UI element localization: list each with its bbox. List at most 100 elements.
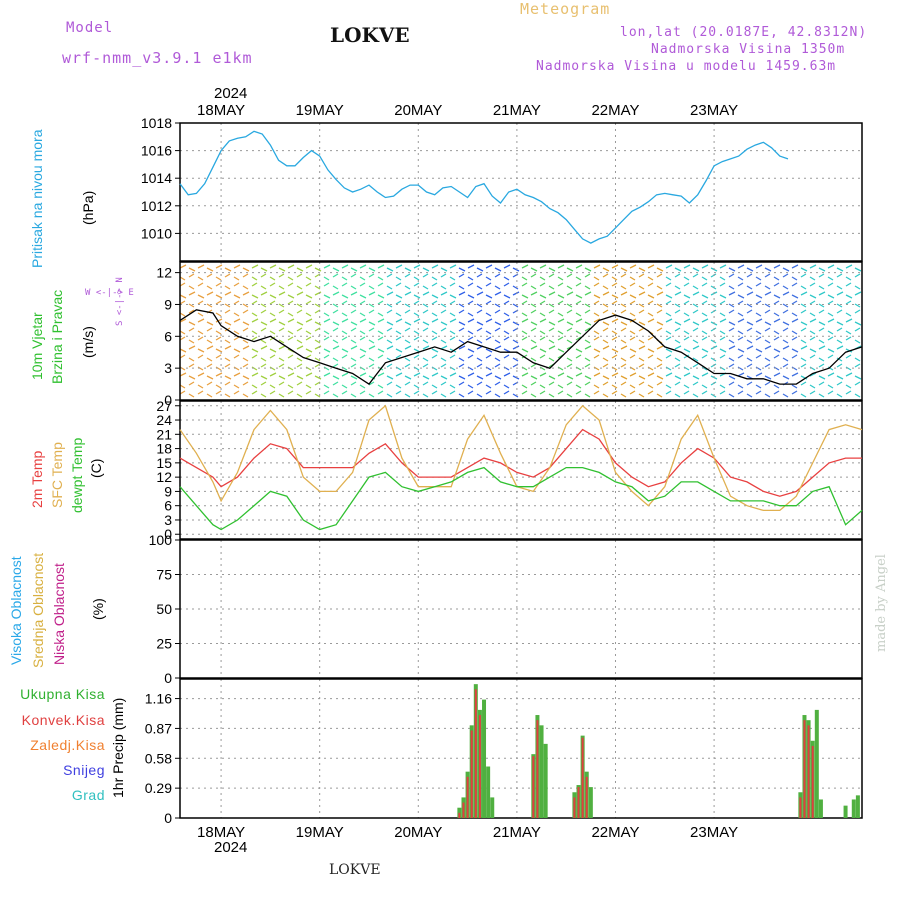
wind-barb xyxy=(719,312,726,317)
wind-barb xyxy=(215,282,222,287)
wind-barb xyxy=(413,264,421,269)
wind-barb xyxy=(503,300,510,305)
wind-barb xyxy=(233,336,240,341)
wind-barb xyxy=(431,312,438,317)
wind-barb xyxy=(710,327,717,332)
wind-barb xyxy=(431,336,438,341)
wind-barb xyxy=(575,336,582,341)
wind-barb xyxy=(458,381,465,386)
wind-barb xyxy=(377,348,385,353)
wind-barb xyxy=(350,345,358,350)
wind-barb xyxy=(539,318,547,323)
wind-barb xyxy=(557,330,564,335)
wind-barb xyxy=(413,282,420,287)
wind-barb xyxy=(800,273,807,278)
wind-barb xyxy=(494,285,501,290)
wind-barb xyxy=(413,372,421,377)
wind-barb xyxy=(494,327,501,332)
wind-barb xyxy=(701,330,708,335)
wind-barb xyxy=(782,363,789,368)
wind-barb xyxy=(278,285,285,290)
wind-barb xyxy=(773,294,781,299)
wind-barb xyxy=(665,372,673,377)
wind-barb xyxy=(665,318,673,323)
wind-barb xyxy=(485,384,492,389)
wind-barb xyxy=(539,390,546,395)
wind-barb xyxy=(233,264,241,269)
wind-barb xyxy=(782,357,789,362)
wind-barb xyxy=(728,267,736,272)
wind-barb xyxy=(251,282,258,287)
y-tick-label: 0 xyxy=(164,810,172,826)
wind-barb xyxy=(827,390,834,395)
wind-barb xyxy=(485,300,492,305)
y-tick-label: 0 xyxy=(164,526,172,542)
wind-barb xyxy=(593,348,601,353)
wind-barb xyxy=(782,267,790,272)
wind-barb xyxy=(242,345,250,350)
wind-barb xyxy=(584,327,591,332)
x-tick-label-top: 21MAY xyxy=(493,102,541,119)
wind-barb xyxy=(791,318,799,323)
wind-barb xyxy=(503,390,510,395)
wind-barb xyxy=(386,339,393,344)
wind-barb xyxy=(485,390,492,395)
wind-barb xyxy=(701,372,709,377)
wind-barb xyxy=(305,300,312,305)
wind-barb xyxy=(377,318,385,323)
wind-barb xyxy=(206,339,213,344)
wind-barb xyxy=(791,294,799,299)
wind-barb xyxy=(188,375,196,380)
wind-barb xyxy=(638,381,645,386)
wind-barb xyxy=(278,303,285,308)
station-title: LOKVE xyxy=(330,23,410,47)
wind-barb xyxy=(458,303,465,308)
wind-barb xyxy=(377,390,384,395)
wind-barb xyxy=(548,357,555,362)
wind-barb xyxy=(854,339,861,344)
wind-barb xyxy=(476,363,483,368)
wind-barb xyxy=(602,327,609,332)
wind-barb xyxy=(683,366,690,371)
wind-barb xyxy=(242,321,250,326)
wind-barb xyxy=(683,264,691,269)
y-tick-label: 18 xyxy=(156,441,172,457)
wind-barb xyxy=(287,354,294,359)
precip-bar-precip_total xyxy=(588,787,593,818)
wind-barb xyxy=(395,312,402,317)
wind-barb xyxy=(467,366,474,371)
wind-barb xyxy=(512,393,519,398)
wind-barb xyxy=(503,312,510,317)
wind-barb xyxy=(737,336,744,341)
wind-barb xyxy=(683,336,690,341)
wind-barb xyxy=(341,294,349,299)
wind-barb xyxy=(296,309,303,314)
wind-barb xyxy=(836,267,844,272)
y-tick-label: 15 xyxy=(156,455,172,471)
wind-barb xyxy=(503,294,511,299)
wind-barb xyxy=(251,348,259,353)
coords-text: lon,lat (20.0187E, 42.8312N) xyxy=(620,25,868,40)
wind-barb xyxy=(413,300,420,305)
wind-barb xyxy=(458,267,466,272)
wind-barb xyxy=(539,348,547,353)
wind-barb xyxy=(323,336,330,341)
wind-barb xyxy=(368,285,375,290)
wind-barb xyxy=(647,354,654,359)
wind-barb xyxy=(674,393,681,398)
wind-barb xyxy=(350,321,358,326)
wind-barb xyxy=(746,327,753,332)
wind-barb xyxy=(305,336,312,341)
wind-barb xyxy=(278,345,286,350)
wind-barb xyxy=(296,393,303,398)
y-tick-label: 1.16 xyxy=(145,691,172,707)
precip-bar-precip_conv xyxy=(462,802,465,818)
wind-barb xyxy=(728,309,735,314)
wind-barb xyxy=(449,276,456,281)
wind-barb xyxy=(440,327,447,332)
wind-barb xyxy=(512,375,520,380)
wind-barb xyxy=(557,318,565,323)
wind-barb xyxy=(278,267,286,272)
wind-barb xyxy=(737,372,745,377)
precip-bar-precip_total xyxy=(539,725,544,818)
